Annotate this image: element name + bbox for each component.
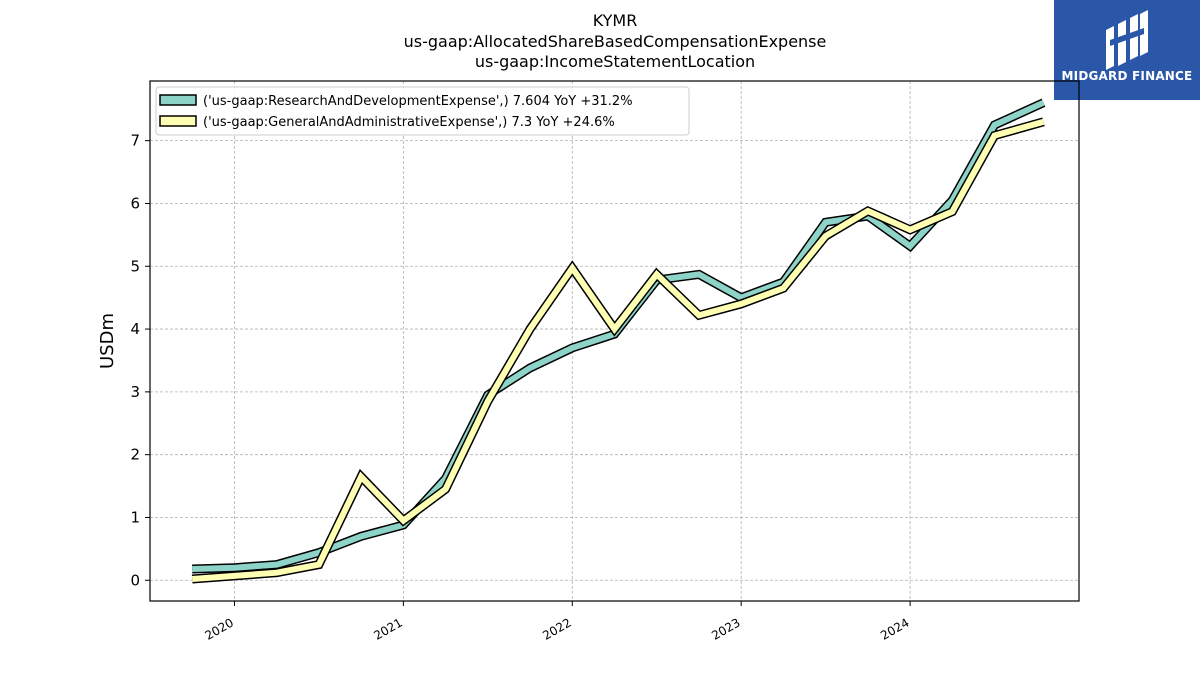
y-tick-label: 4 [130,320,140,338]
logo-wordmark: MIDGARD FINANCE [1061,69,1193,83]
series-2-line [191,118,1045,582]
grid-lines [150,81,1079,601]
chart-title-line-1: KYMR [592,11,638,30]
x-tick-label: 2022 [540,615,573,642]
legend-swatch [159,94,197,106]
series-2-outline [191,117,1045,584]
legend-box [155,86,690,136]
legend-label: ('us-gaap:GeneralAndAdministrativeExpens… [203,115,615,130]
legend-swatch [159,115,197,127]
y-tick-label: 2 [130,446,140,464]
legend: ('us-gaap:ResearchAndDevelopmentExpense'… [155,86,690,136]
legend-label: ('us-gaap:ResearchAndDevelopmentExpense'… [203,94,633,109]
x-tick-label: 2023 [709,615,742,642]
y-tick-label: 5 [130,257,140,275]
y-tick-label: 0 [130,571,140,589]
series-lines [191,98,1046,584]
y-axis-label: USDm [97,313,118,369]
y-tick-label: 1 [130,508,140,526]
x-tick-label: 2021 [371,615,404,642]
series-1-outline [192,98,1046,574]
chart-title-line-3: us-gaap:IncomeStatementLocation [474,52,756,71]
midgard-logo-mark-icon [1106,10,1148,70]
y-tick-label: 7 [130,132,140,150]
plot-frame [149,80,1080,602]
x-tick-label: 2024 [878,615,911,642]
y-tick-label: 3 [130,383,140,401]
chart-title-line-2: us-gaap:AllocatedShareBasedCompensationE… [403,32,827,51]
y-tick-label: 6 [130,194,140,212]
x-tick-label: 2020 [203,615,236,642]
midgard-finance-logo: MIDGARD FINANCE [1054,0,1200,100]
